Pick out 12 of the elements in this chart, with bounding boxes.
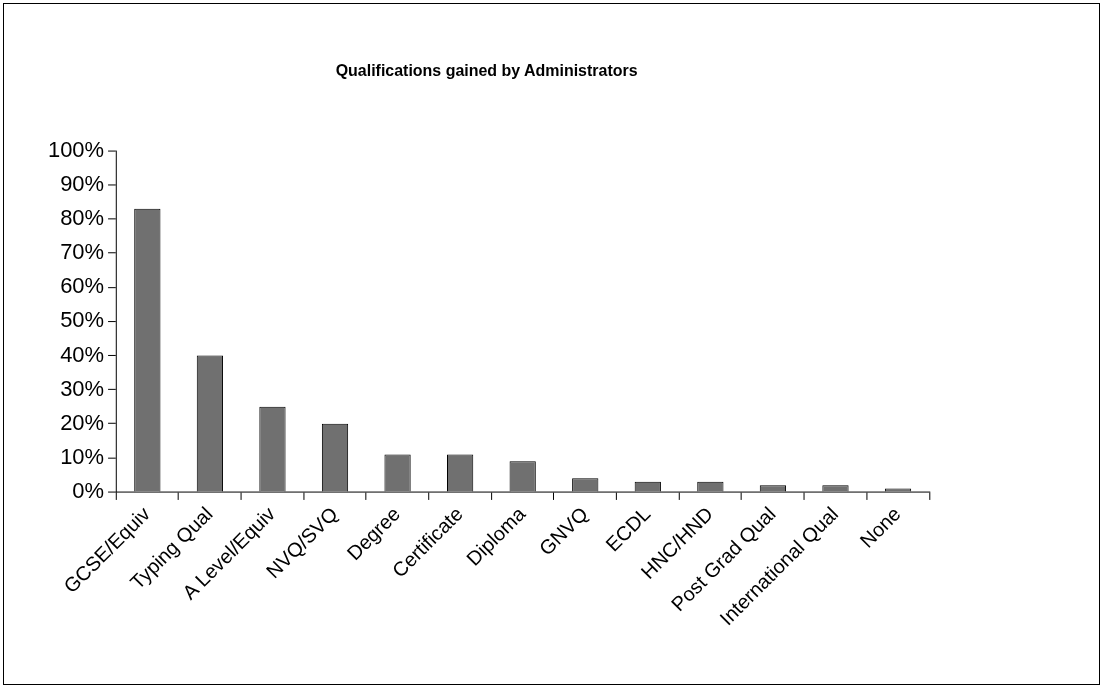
y-tick-label: 90% [60,170,105,196]
y-tick-label: 10% [60,443,105,469]
y-tick-label: 100% [47,136,105,162]
y-tick-label: 60% [60,273,105,299]
y-tick-label: 20% [60,409,105,435]
chart-title: Qualifications gained by Administrators [335,61,638,79]
y-tick-label: 30% [60,375,105,401]
y-tick-label: 40% [60,341,105,367]
y-tick-label: 70% [60,239,105,265]
y-tick-label: 80% [60,205,105,231]
y-tick-label: 0% [72,478,105,503]
y-tick-label: 50% [60,307,105,333]
